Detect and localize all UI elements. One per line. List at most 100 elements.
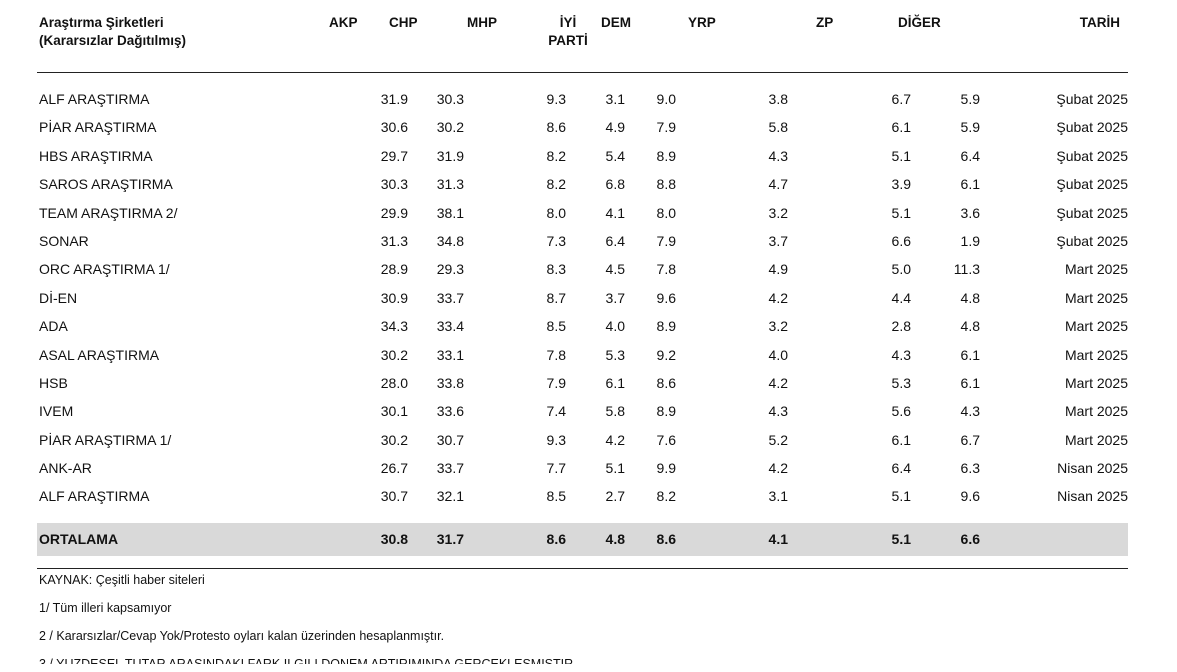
cell-diger: 11.3 xyxy=(953,261,980,278)
header-iyi-line1: İYİ xyxy=(559,15,577,30)
cell-tarih: Mart 2025 xyxy=(1064,403,1128,420)
cell-tarih: Mart 2025 xyxy=(1064,318,1128,335)
cell-zp: 5.6 xyxy=(891,403,911,420)
cell-dem: 9.2 xyxy=(656,346,676,363)
cell-zp: 3.9 xyxy=(891,176,911,193)
header-mhp: MHP xyxy=(467,15,497,30)
table-row: IVEM 30.1 33.6 7.4 5.8 8.9 4.3 5.6 4.3 Mart 2025 xyxy=(37,397,1128,425)
cell-yrp: 4.3 xyxy=(768,403,788,420)
cell-akp: 30.7 xyxy=(380,488,408,505)
header-akp: AKP xyxy=(329,15,358,30)
cell-diger: 6.1 xyxy=(960,176,980,193)
average-label: ORTALAMA xyxy=(39,531,119,547)
footnote-2: 2 / Kararsızlar/Cevap Yok/Protesto oylar… xyxy=(39,629,445,643)
header-source-line1: Araştırma Şirketleri xyxy=(39,15,164,30)
cell-dem: 8.9 xyxy=(656,318,676,335)
cell-chp: 33.4 xyxy=(436,318,464,335)
cell-name: ALF ARAŞTIRMA xyxy=(39,488,150,505)
cell-chp: 33.7 xyxy=(436,289,464,306)
cell-iyi: 4.9 xyxy=(605,119,625,136)
cell-tarih: Şubat 2025 xyxy=(1056,232,1128,249)
cell-name: Dİ-EN xyxy=(39,289,78,306)
average-mhp: 8.6 xyxy=(546,531,566,547)
cell-tarih: Şubat 2025 xyxy=(1056,176,1128,193)
cell-akp: 26.7 xyxy=(380,460,408,477)
cell-yrp: 4.7 xyxy=(768,176,788,193)
cell-diger: 6.1 xyxy=(960,346,980,363)
cell-yrp: 4.2 xyxy=(768,289,788,306)
cell-diger: 6.7 xyxy=(960,431,980,448)
header-source: Araştırma Şirketleri (Kararsızlar Dağıtı… xyxy=(39,14,299,50)
cell-mhp: 8.2 xyxy=(546,176,566,193)
header-diger: DİĞER xyxy=(898,15,941,30)
cell-yrp: 3.2 xyxy=(768,204,788,221)
cell-zp: 6.1 xyxy=(891,431,911,448)
cell-zp: 6.4 xyxy=(891,460,911,477)
cell-akp: 30.9 xyxy=(380,289,408,306)
cell-iyi: 3.1 xyxy=(605,91,625,107)
cell-zp: 5.1 xyxy=(891,204,911,221)
cell-name: ADA xyxy=(39,318,68,335)
average-diger: 6.6 xyxy=(960,531,980,547)
cell-yrp: 3.2 xyxy=(768,318,788,335)
footnote-3: 3 / YUZDESEL TUTAR ARASINDAKI FARK ILGIL… xyxy=(39,657,574,664)
table-body: ALF ARAŞTIRMA 31.9 30.3 9.3 3.1 9.0 3.8 6.7 5.9 Ş… xyxy=(37,85,1128,511)
cell-iyi: 3.7 xyxy=(605,289,625,306)
cell-name: SONAR xyxy=(39,232,89,249)
cell-zp: 6.1 xyxy=(891,119,911,136)
average-chp: 31.7 xyxy=(436,531,464,547)
cell-dem: 7.9 xyxy=(656,232,676,249)
cell-iyi: 4.1 xyxy=(605,204,625,221)
cell-name: HBS ARAŞTIRMA xyxy=(39,147,153,164)
cell-mhp: 8.5 xyxy=(546,318,566,335)
cell-diger: 4.8 xyxy=(960,289,980,306)
cell-name: PİAR ARAŞTIRMA xyxy=(39,119,157,136)
cell-mhp: 7.9 xyxy=(546,374,566,391)
cell-mhp: 9.3 xyxy=(546,91,566,107)
table-header: Araştırma Şirketleri (Kararsızlar Dağıtı… xyxy=(37,14,1128,73)
table-row: HBS ARAŞTIRMA 29.7 31.9 8.2 5.4 8.9 4.3 5.1 6.4 Ş… xyxy=(37,142,1128,170)
cell-iyi: 5.8 xyxy=(605,403,625,420)
table-row: SONAR 31.3 34.8 7.3 6.4 7.9 3.7 6.6 1.9 Şubat 202… xyxy=(37,227,1128,255)
cell-chp: 33.7 xyxy=(436,460,464,477)
header-yrp: YRP xyxy=(688,15,716,30)
table-row: SAROS ARAŞTIRMA 30.3 31.3 8.2 6.8 8.8 4.7 3.9 6.… xyxy=(37,170,1128,198)
cell-dem: 8.8 xyxy=(656,176,676,193)
cell-chp: 32.1 xyxy=(436,488,464,505)
table-row: TEAM ARAŞTIRMA 2/29.9 38.1 8.0 4.1 8.0 3.2 5.1… xyxy=(37,199,1128,227)
table-row: ALF ARAŞTIRMA 30.7 32.1 8.5 2.7 8.2 3.1 5.1 9.6 N… xyxy=(37,482,1128,510)
cell-dem: 9.0 xyxy=(656,91,676,107)
cell-diger: 6.4 xyxy=(960,147,980,164)
cell-dem: 7.9 xyxy=(656,119,676,136)
cell-dem: 9.9 xyxy=(656,460,676,477)
cell-akp: 31.3 xyxy=(380,232,408,249)
cell-chp: 30.2 xyxy=(436,119,464,136)
table-row: PİAR ARAŞTIRMA 30.6 30.2 8.6 4.9 7.9 5.8 6.1 5.9… xyxy=(37,113,1128,141)
table-row: ADA 34.3 33.4 8.5 4.0 8.9 3.2 2.8 4.8 Mart 2025 xyxy=(37,312,1128,340)
cell-zp: 5.0 xyxy=(891,261,911,278)
cell-yrp: 4.2 xyxy=(768,374,788,391)
cell-yrp: 3.7 xyxy=(768,232,788,249)
cell-akp: 31.9 xyxy=(380,91,408,107)
cell-yrp: 4.9 xyxy=(768,261,788,278)
cell-iyi: 5.4 xyxy=(605,147,625,164)
cell-chp: 31.9 xyxy=(436,147,464,164)
header-iyi-line2: PARTİ xyxy=(548,33,588,48)
cell-chp: 30.7 xyxy=(436,431,464,448)
cell-chp: 31.3 xyxy=(436,176,464,193)
cell-iyi: 4.2 xyxy=(605,431,625,448)
cell-akp: 30.3 xyxy=(380,176,408,193)
cell-dem: 7.8 xyxy=(656,261,676,278)
cell-diger: 6.1 xyxy=(960,374,980,391)
table-row: HSB 28.0 33.8 7.9 6.1 8.6 4.2 5.3 6.1 Mart 2025 xyxy=(37,369,1128,397)
cell-name: IVEM xyxy=(39,403,74,420)
header-source-line2: (Kararsızlar Dağıtılmış) xyxy=(39,33,187,48)
cell-name: ASAL ARAŞTIRMA xyxy=(39,346,160,363)
average-zp: 5.1 xyxy=(891,531,911,547)
cell-diger: 3.6 xyxy=(960,204,980,221)
cell-tarih: Mart 2025 xyxy=(1064,346,1128,363)
cell-zp: 6.6 xyxy=(891,232,911,249)
cell-chp: 30.3 xyxy=(436,91,464,107)
cell-dem: 8.9 xyxy=(656,147,676,164)
header-dem: DEM xyxy=(601,15,631,30)
